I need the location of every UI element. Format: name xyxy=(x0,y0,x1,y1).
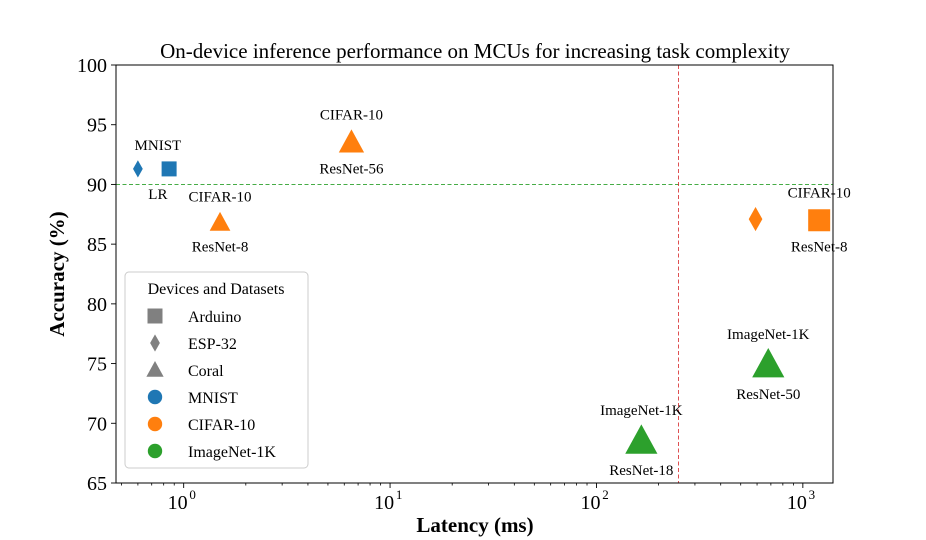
legend-label: ImageNet-1K xyxy=(188,444,276,461)
x-tick-exponent: 3 xyxy=(809,487,816,502)
legend-marker xyxy=(150,334,160,352)
legend-label: Arduino xyxy=(188,309,241,326)
point-label-above: ImageNet-1K xyxy=(600,403,683,419)
x-tick-exponent: 1 xyxy=(396,487,403,502)
legend-entries: Arduino ESP-32 Coral MNIST CIFAR-10 ImageNet-… xyxy=(146,308,276,461)
legend-label: CIFAR-10 xyxy=(188,417,255,434)
y-tick-label: 95 xyxy=(87,115,107,137)
data-point xyxy=(209,211,231,231)
point-label-below: ResNet-8 xyxy=(192,240,249,256)
y-axis-title: Accuracy (%) xyxy=(45,211,69,336)
point-label-above: CIFAR-10 xyxy=(320,108,383,124)
group-label: MNIST xyxy=(135,138,182,154)
point-label-above: CIFAR-10 xyxy=(188,190,251,206)
reference-lines xyxy=(116,65,833,483)
legend-title: Devices and Datasets xyxy=(148,281,285,298)
y-tick-label: 80 xyxy=(87,294,107,316)
data-point xyxy=(161,161,177,177)
x-tick-label: 10 xyxy=(374,492,394,514)
point-label-below: ResNet-8 xyxy=(791,239,848,255)
data-point xyxy=(625,424,658,454)
legend-marker xyxy=(146,361,164,377)
chart-title: On-device inference performance on MCUs … xyxy=(160,39,790,63)
x-axis: 10 0 10 1 10 2 10 3 xyxy=(121,483,816,514)
legend-label: ESP-32 xyxy=(188,336,237,353)
x-tick-exponent: 2 xyxy=(602,487,609,502)
y-tick-label: 65 xyxy=(87,473,107,495)
y-tick-label: 85 xyxy=(87,234,107,256)
data-point xyxy=(133,160,143,178)
x-tick-label: 10 xyxy=(787,492,807,514)
x-tick-label: 10 xyxy=(168,492,188,514)
plot-frame xyxy=(115,64,834,484)
y-tick-label: 75 xyxy=(87,354,107,376)
x-tick-label: 10 xyxy=(580,492,600,514)
data-point xyxy=(752,347,785,378)
data-point xyxy=(748,206,763,232)
data-point xyxy=(808,209,831,232)
y-tick-label: 100 xyxy=(77,55,107,77)
legend: Devices and Datasets Arduino ESP-32 Coral M… xyxy=(124,271,309,469)
point-label-above: ImageNet-1K xyxy=(727,327,810,343)
legend-marker xyxy=(147,416,163,432)
legend-marker xyxy=(147,308,163,324)
y-tick-label: 90 xyxy=(87,174,107,196)
y-tick-label: 70 xyxy=(87,413,107,435)
point-label-below: ResNet-56 xyxy=(319,162,384,178)
x-axis-title: Latency (ms) xyxy=(416,513,533,537)
legend-box xyxy=(124,271,309,469)
data-point xyxy=(338,129,365,153)
x-tick-exponent: 0 xyxy=(189,487,196,502)
legend-marker xyxy=(147,443,163,459)
point-label-below: ResNet-50 xyxy=(736,387,800,403)
point-label-below: ResNet-18 xyxy=(609,463,673,479)
legend-label: MNIST xyxy=(188,390,238,407)
legend-marker xyxy=(147,389,163,405)
data-points xyxy=(133,129,831,454)
point-label-above: CIFAR-10 xyxy=(788,185,851,201)
legend-label: Coral xyxy=(188,363,224,380)
y-axis: 65 70 75 80 85 90 95 100 xyxy=(77,55,116,495)
group-label: LR xyxy=(148,187,167,203)
